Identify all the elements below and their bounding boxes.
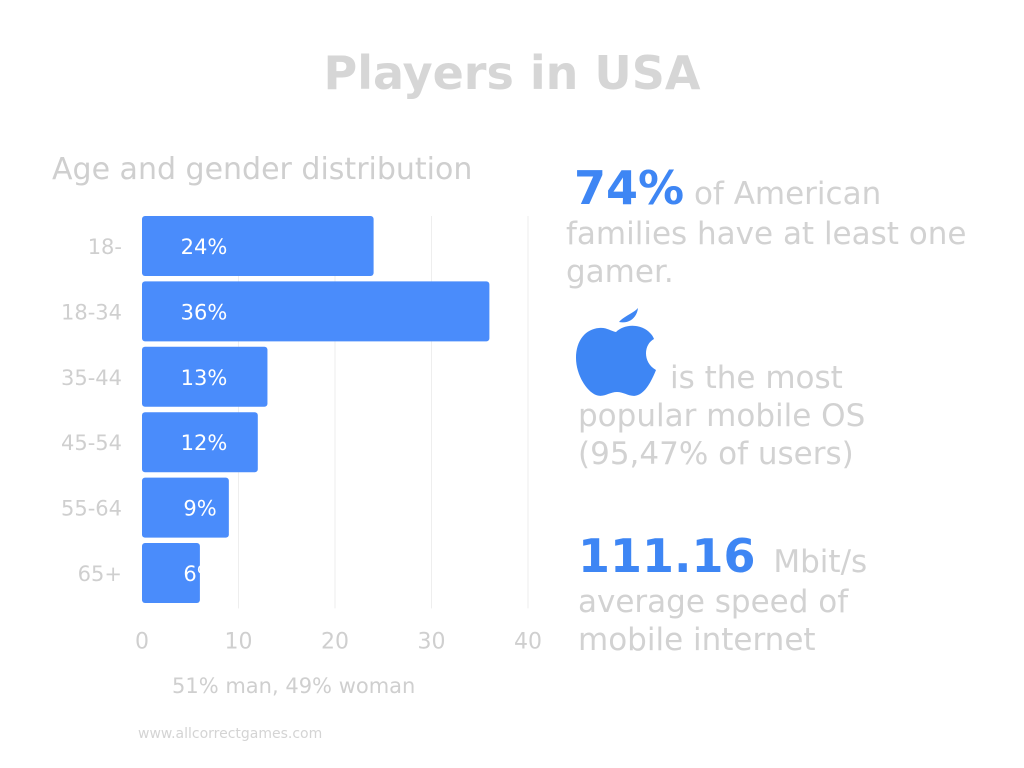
bar — [142, 216, 374, 276]
chart-title: Age and gender distribution — [52, 152, 473, 187]
data-label: 13% — [181, 366, 228, 390]
gender-split: 51% man, 49% woman — [172, 674, 416, 698]
category-label: 35-44 — [61, 366, 122, 390]
families-text-2: families have at least one gamer. — [566, 216, 967, 290]
category-label: 55-64 — [61, 497, 122, 521]
data-label: 24% — [181, 235, 228, 259]
families-percent: 74% — [574, 161, 685, 215]
chart-bars: 24% 36% 13% 12% 9% 6% — [142, 216, 490, 603]
internet-speed-line-3: mobile internet — [578, 621, 816, 658]
families-text-1: of American — [693, 176, 882, 212]
data-label: 6% — [183, 562, 216, 586]
website-link[interactable]: www.allcorrectgames.com — [138, 726, 323, 742]
bar — [142, 346, 268, 407]
category-label: 45-54 — [61, 431, 122, 455]
internet-speed-fact: 111.16 Mbit/s average speed of mobile in… — [578, 528, 998, 660]
data-label: 12% — [181, 431, 228, 455]
x-tick-label: 30 — [418, 629, 446, 650]
bar — [142, 543, 200, 603]
category-label: 18- — [88, 235, 122, 259]
bar — [142, 412, 258, 473]
x-tick-label: 20 — [321, 629, 349, 650]
apple-icon — [576, 308, 656, 396]
x-tick-labels: 0 10 20 30 40 — [135, 629, 542, 650]
mobile-os-line-3: (95,47% of users) — [578, 435, 854, 472]
internet-speed-unit: Mbit/s — [773, 544, 868, 580]
bar — [142, 477, 229, 538]
mobile-os-fact: is the most popular mobile OS (95,47% of… — [578, 360, 998, 473]
category-label: 18-34 — [61, 300, 122, 324]
bar — [142, 281, 490, 342]
category-labels: 18- 18-34 35-44 45-54 55-64 65+ — [61, 235, 122, 586]
families-fact: 74% of American families have at least o… — [566, 160, 1006, 292]
mobile-os-line-1: is the most — [670, 360, 843, 396]
x-tick-label: 0 — [135, 629, 149, 650]
internet-speed-value: 111.16 — [578, 529, 756, 583]
x-tick-label: 10 — [225, 629, 253, 650]
page-title: Players in USA — [323, 46, 701, 100]
data-label: 9% — [183, 497, 216, 521]
x-tick-label: 40 — [514, 629, 542, 650]
age-bar-chart: 24% 36% 13% 12% 9% 6% 18- 18-34 35-44 45-54 55-64… — [61, 216, 542, 650]
internet-speed-line-2: average speed of — [578, 584, 849, 621]
data-label: 36% — [181, 300, 228, 324]
mobile-os-line-2: popular mobile OS — [578, 397, 866, 434]
category-label: 65+ — [78, 562, 122, 586]
